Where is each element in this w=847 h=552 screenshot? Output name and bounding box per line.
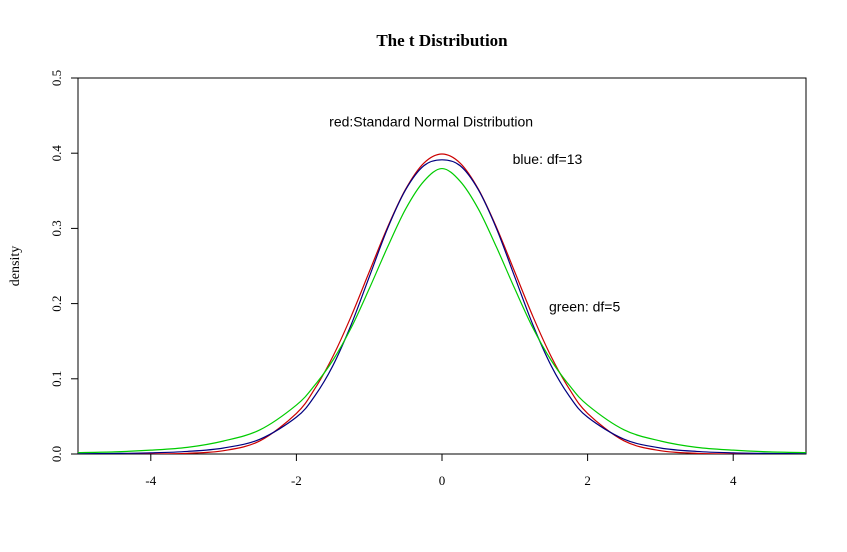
y-axis-label: density (8, 246, 23, 286)
x-tick-label: 0 (439, 473, 446, 488)
y-tick-label: 0.4 (49, 145, 64, 162)
annotation-layer: red:Standard Normal Distribution blue: df… (329, 114, 620, 315)
y-tick-label: 0.2 (49, 295, 64, 311)
x-tick-label: 4 (730, 473, 737, 488)
y-tick-label: 0.0 (49, 446, 64, 462)
series-line-df5 (78, 167, 806, 454)
y-tick-label: 0.5 (49, 70, 64, 86)
series-layer (78, 153, 806, 454)
series-line-df13 (78, 159, 806, 454)
x-tick-label: -4 (145, 473, 156, 488)
chart-title: The t Distribution (376, 31, 508, 50)
annotation-label: green: df=5 (549, 299, 620, 315)
plot-frame (77, 77, 807, 455)
x-tick-label: 2 (584, 473, 591, 488)
x-axis: -4 -2 0 2 4 (145, 454, 737, 488)
annotation-label: blue: df=13 (513, 151, 583, 167)
y-tick-label: 0.1 (49, 371, 64, 387)
x-tick-label: -2 (291, 473, 302, 488)
annotation-label: red:Standard Normal Distribution (329, 114, 533, 130)
y-tick-label: 0.3 (49, 220, 64, 236)
series-line-normal (78, 153, 806, 454)
y-axis: 0.0 0.1 0.2 0.3 0.4 0.5 (49, 70, 78, 462)
